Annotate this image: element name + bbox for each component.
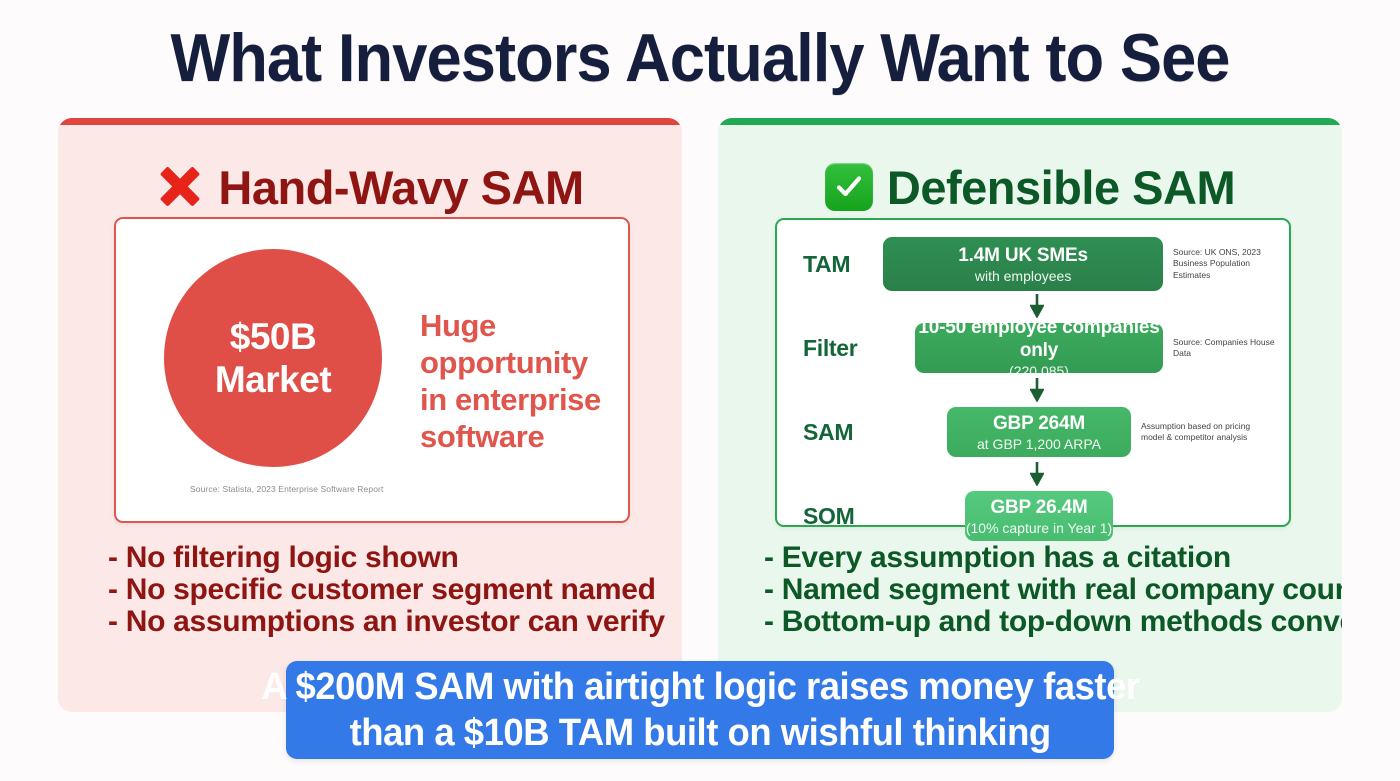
funnel-label-som: SOM	[803, 502, 855, 529]
market-size-circle: $50B Market	[164, 249, 382, 467]
arrow-down-icon	[1030, 462, 1044, 486]
takeaway-line-2: than a $10B TAM built on wishful thinkin…	[349, 712, 1051, 754]
panel-accent-bar-green	[718, 118, 1342, 125]
hand-wavy-sam-panel: Hand-Wavy SAM $50B Market Huge opportuni…	[58, 118, 682, 712]
market-size-value: $50B	[229, 316, 317, 357]
sam-funnel-diagram: TAM 1.4M UK SMEs with employees Source: …	[777, 234, 1289, 546]
list-item: - No specific customer segment named	[108, 573, 656, 606]
funnel-box-filter-value: 10-50 employee companies only	[918, 317, 1160, 361]
defensible-sam-panel: Defensible SAM TAM 1.4M UK SMEs with emp…	[718, 118, 1342, 712]
page-title: What Investors Actually Want to See	[170, 20, 1230, 96]
market-size-label: Market	[214, 359, 332, 400]
funnel-row-tam: TAM 1.4M UK SMEs with employees Source: …	[777, 234, 1289, 294]
funnel-arrow-container-1	[777, 294, 1289, 318]
funnel-label-sam: SAM	[803, 418, 854, 445]
hand-wavy-sam-card: $50B Market Huge opportunity in enterpri…	[114, 217, 630, 523]
hand-wavy-sam-heading-label: Hand-Wavy SAM	[218, 161, 584, 214]
funnel-box-sam-value: GBP 264M	[992, 412, 1086, 434]
funnel-box-tam: 1.4M UK SMEs with employees	[883, 237, 1163, 291]
funnel-box-som: GBP 26.4M (10% capture in Year 1)	[965, 491, 1113, 541]
defensible-sam-card: TAM 1.4M UK SMEs with employees Source: …	[775, 218, 1291, 541]
defensible-sam-heading-label: Defensible SAM	[886, 161, 1236, 214]
takeaway-line-1: A $200M SAM with airtight logic raises m…	[260, 666, 1140, 708]
funnel-label-tam: TAM	[803, 250, 851, 277]
funnel-box-tam-sub: with employees	[974, 267, 1072, 284]
opportunity-callout: Huge opportunity in enterprise software	[420, 308, 601, 454]
funnel-box-som-value: GBP 26.4M	[990, 496, 1088, 518]
card-source-note: Source: Statista, 2023 Enterprise Softwa…	[190, 484, 384, 494]
funnel-row-som: SOM GBP 26.4M (10% capture in Year 1)	[777, 486, 1289, 546]
arrow-down-icon	[1030, 294, 1044, 318]
list-item: - Every assumption has a citation	[764, 541, 1231, 574]
check-mark-icon	[824, 163, 873, 211]
funnel-box-sam-sub: at GBP 1,200 ARPA	[976, 435, 1101, 452]
funnel-label-filter: Filter	[803, 334, 858, 361]
list-item: - No assumptions an investor can verify	[108, 605, 665, 638]
funnel-row-filter: Filter 10-50 employee companies only (22…	[777, 317, 1289, 379]
funnel-box-tam-value: 1.4M UK SMEs	[958, 244, 1088, 266]
defensible-sam-heading: Defensible SAM	[718, 156, 1342, 220]
defensible-sam-bullets: - Every assumption has a citation - Name…	[764, 541, 1342, 638]
list-item: - Bottom-up and top-down methods converg…	[764, 605, 1342, 638]
funnel-box-sam: GBP 264M at GBP 1,200 ARPA	[947, 407, 1131, 457]
panel-accent-bar-red	[58, 118, 682, 125]
funnel-box-som-sub: (10% capture in Year 1)	[965, 519, 1113, 536]
list-item: - No filtering logic shown	[108, 541, 459, 574]
hand-wavy-sam-bullets: - No filtering logic shown - No specific…	[108, 542, 668, 638]
funnel-note-tam: Source: UK ONS, 2023 Business Population…	[1173, 246, 1261, 280]
funnel-note-sam: Assumption based on pricing model & comp…	[1141, 420, 1251, 443]
funnel-row-sam: SAM GBP 264M at GBP 1,200 ARPA Assumptio…	[777, 402, 1289, 462]
takeaway-banner: A $200M SAM with airtight logic raises m…	[261, 661, 1140, 759]
funnel-box-filter: 10-50 employee companies only (220,085)	[915, 317, 1163, 379]
cross-mark-icon	[156, 163, 204, 211]
funnel-box-filter-sub: (220,085)	[1009, 363, 1069, 379]
funnel-arrow-container-2	[777, 378, 1289, 402]
funnel-arrow-container-3	[777, 462, 1289, 486]
hand-wavy-sam-heading: Hand-Wavy SAM	[58, 156, 682, 220]
funnel-note-filter: Source: Companies House Data	[1173, 336, 1275, 359]
list-item: - Named segment with real company count	[764, 573, 1342, 606]
arrow-down-icon	[1030, 378, 1044, 402]
